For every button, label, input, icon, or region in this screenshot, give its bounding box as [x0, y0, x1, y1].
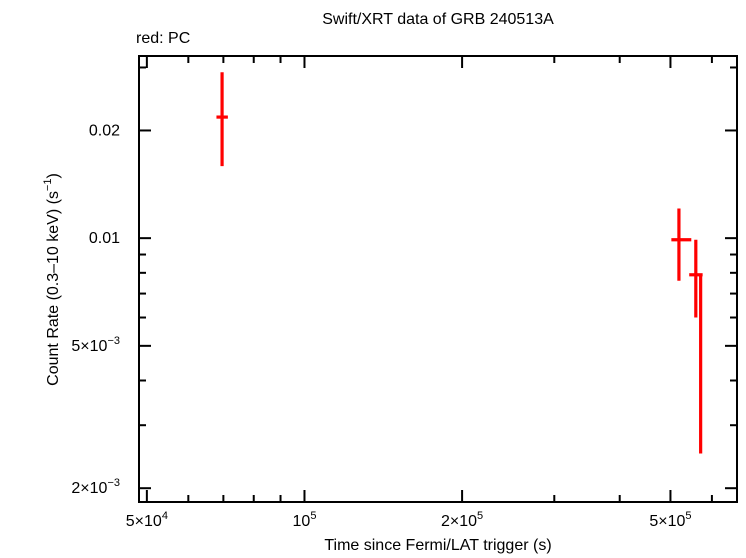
x-tick-label: 2×105	[441, 510, 483, 530]
x-tick-label: 105	[293, 510, 317, 530]
x-tick-label: 5×105	[649, 510, 691, 530]
x-tick-label: 5×104	[126, 510, 168, 530]
y-tick-label: 0.02	[89, 122, 120, 139]
y-tick-label: 0.01	[89, 230, 120, 247]
axis-frame	[138, 55, 738, 503]
x-axis-title: Time since Fermi/LAT trigger (s)	[324, 537, 551, 554]
y-tick-label: 5×10−3	[71, 335, 120, 355]
y-axis-title: Count Rate (0.3–10 keV) (s−1)	[42, 173, 62, 386]
chart-title: Swift/XRT data of GRB 240513A	[322, 11, 554, 28]
y-tick-label: 2×10−3	[71, 477, 120, 497]
pc-mode-legend-label: red: PC	[136, 30, 191, 47]
